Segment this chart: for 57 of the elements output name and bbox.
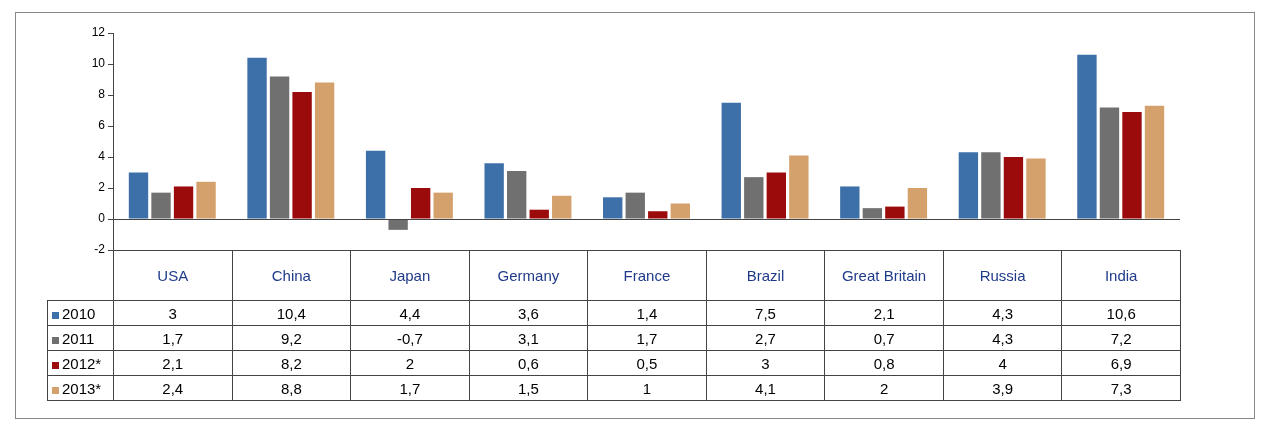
y-tick-label: 8 bbox=[98, 87, 106, 102]
data-label: 0,8 bbox=[824, 350, 944, 376]
data-label: 1,7 bbox=[350, 375, 470, 401]
data-label: 3,6 bbox=[469, 300, 588, 326]
y-tick-label: 0 bbox=[98, 211, 106, 226]
data-label: 7,2 bbox=[1061, 325, 1181, 351]
data-label: 3 bbox=[706, 350, 825, 376]
y-tick-label: 12 bbox=[91, 25, 106, 40]
data-label: -0,7 bbox=[350, 325, 470, 351]
data-label: 3,9 bbox=[943, 375, 1062, 401]
data-label: 1,5 bbox=[469, 375, 588, 401]
legend-label: 2013* bbox=[47, 375, 114, 401]
y-tick-label: 4 bbox=[98, 149, 106, 164]
y-tick-label: 10 bbox=[91, 56, 106, 71]
x-tick-label: Great Britain bbox=[824, 250, 944, 301]
data-label: 10,4 bbox=[232, 300, 351, 326]
data-label: 4,4 bbox=[350, 300, 470, 326]
x-tick-label: Russia bbox=[943, 250, 1062, 301]
data-label: 1,7 bbox=[587, 325, 707, 351]
data-label: 2 bbox=[824, 375, 944, 401]
data-label: 1 bbox=[587, 375, 707, 401]
data-label: 6,9 bbox=[1061, 350, 1181, 376]
data-label: 0,7 bbox=[824, 325, 944, 351]
y-tick-label: -2 bbox=[94, 242, 106, 257]
x-tick-label: India bbox=[1061, 250, 1181, 301]
data-label: 2 bbox=[350, 350, 470, 376]
data-label: 7,3 bbox=[1061, 375, 1181, 401]
y-tick-label: 6 bbox=[98, 118, 106, 133]
data-label: 4,3 bbox=[943, 325, 1062, 351]
legend-label: 2010 bbox=[47, 300, 114, 326]
x-tick-label: Brazil bbox=[706, 250, 825, 301]
data-label: 2,1 bbox=[824, 300, 944, 326]
legend-label: 2011 bbox=[47, 325, 114, 351]
data-label: 0,5 bbox=[587, 350, 707, 376]
data-label: 1,7 bbox=[113, 325, 233, 351]
data-label: 2,4 bbox=[113, 375, 233, 401]
data-label: 4,3 bbox=[943, 300, 1062, 326]
data-label: 9,2 bbox=[232, 325, 351, 351]
x-tick-label: Japan bbox=[350, 250, 470, 301]
x-tick-label: Germany bbox=[469, 250, 588, 301]
data-label: 4 bbox=[943, 350, 1062, 376]
data-label: 8,2 bbox=[232, 350, 351, 376]
x-tick-label: France bbox=[587, 250, 707, 301]
x-tick-label: China bbox=[232, 250, 351, 301]
y-tick-label: 2 bbox=[98, 180, 106, 195]
data-label: 2,7 bbox=[706, 325, 825, 351]
data-label: 0,6 bbox=[469, 350, 588, 376]
legend-label: 2012* bbox=[47, 350, 114, 376]
data-label: 7,5 bbox=[706, 300, 825, 326]
data-label: 8,8 bbox=[232, 375, 351, 401]
data-label: 3,1 bbox=[469, 325, 588, 351]
x-tick-label: USA bbox=[113, 250, 233, 301]
data-label: 2,1 bbox=[113, 350, 233, 376]
data-label: 4,1 bbox=[706, 375, 825, 401]
data-label: 10,6 bbox=[1061, 300, 1181, 326]
data-label: 1,4 bbox=[587, 300, 707, 326]
data-label: 3 bbox=[113, 300, 233, 326]
